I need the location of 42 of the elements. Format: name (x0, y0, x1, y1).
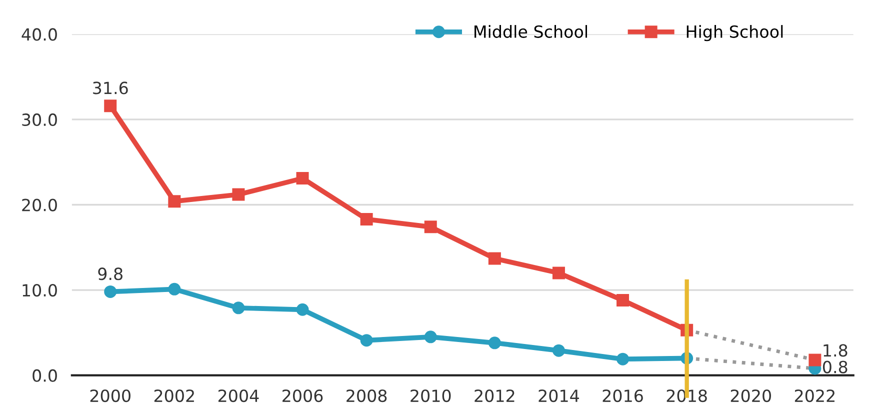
legend-label: High School (686, 25, 783, 42)
x-tick-label: 2016 (602, 389, 643, 402)
point (552, 344, 565, 357)
x-tick-label: 2020 (730, 389, 771, 402)
legend-label: Middle School (474, 25, 588, 38)
x-tick-label: 2022 (794, 389, 834, 402)
point (424, 220, 437, 234)
y-tick-label: 0.0 (32, 369, 57, 382)
point (168, 282, 181, 296)
x-tick-label: 2014 (538, 389, 579, 402)
x-tick-label: 2018 (666, 389, 707, 402)
point (104, 100, 117, 112)
point (616, 294, 630, 307)
x-tick-label: 2006 (282, 389, 323, 402)
point (552, 266, 565, 280)
point (232, 188, 245, 201)
point (296, 303, 309, 316)
y-tick-label: 20.0 (22, 198, 57, 212)
point (168, 195, 181, 208)
y-tick-label: 30.0 (22, 113, 57, 126)
point (232, 302, 245, 314)
point (360, 212, 373, 226)
point (296, 172, 309, 185)
y-tick-label: 40.0 (22, 28, 57, 41)
data-label: 1.8 (824, 344, 848, 357)
point (360, 334, 373, 347)
point (488, 336, 501, 350)
y-tick-label: 10.0 (22, 284, 57, 297)
point (104, 285, 117, 298)
x-tick-label: 2012 (474, 389, 514, 402)
x-tick-label: 2008 (346, 389, 387, 402)
point (808, 354, 822, 366)
x-tick-label: 2004 (218, 389, 259, 402)
point (424, 330, 437, 344)
x-tick-label: 2002 (154, 389, 194, 402)
x-tick-label: 2000 (90, 389, 130, 402)
data-label: 0.8 (822, 360, 848, 374)
point (616, 352, 630, 366)
data-label: 31.6 (93, 82, 128, 94)
data-label: 9.8 (98, 268, 122, 280)
x-tick-label: 2010 (410, 389, 451, 402)
point (488, 252, 501, 265)
